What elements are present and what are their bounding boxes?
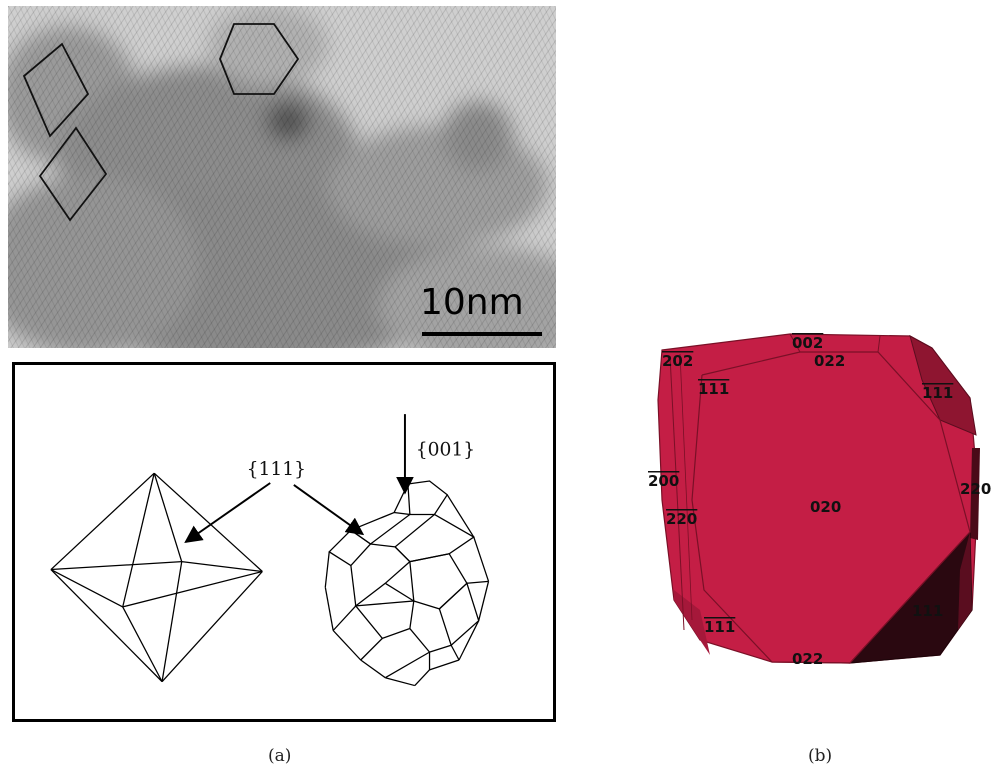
polyhedra-diagram: {111} {001} xyxy=(50,414,490,687)
truncated-octahedron xyxy=(324,480,490,687)
facet-label-220-left: 220 xyxy=(666,510,697,528)
caption-b: (b) xyxy=(808,746,833,766)
facet-right-strip xyxy=(970,448,980,540)
tem-micrograph: 10nm xyxy=(8,6,556,348)
label-001: {001} xyxy=(416,439,475,460)
hexagon-outline xyxy=(219,23,300,95)
schematic-box: {111} {001} xyxy=(12,362,556,722)
scale-bar xyxy=(422,332,542,336)
rhombus-outline xyxy=(22,42,90,138)
facet-label-220-right: 220 xyxy=(960,480,991,498)
facet-dark-top-right xyxy=(909,334,977,436)
facet-label-020: 020 xyxy=(810,498,841,516)
facet-label-002: 002 xyxy=(792,334,823,352)
facet-dark-bottom-right-shade xyxy=(958,532,972,630)
arrow-to-truncated-face xyxy=(293,484,365,536)
facet-label-022-bottom: 022 xyxy=(792,650,823,668)
facet-edges-020 xyxy=(691,351,971,664)
facet-label-111-top-right: 111 xyxy=(922,384,953,402)
rhombus-outline xyxy=(38,126,108,222)
facet-label-200: 200 xyxy=(648,472,679,490)
facet-label-111-bottom-right: 111 xyxy=(912,602,943,620)
label-111: {111} xyxy=(247,459,306,480)
octahedron xyxy=(50,472,263,683)
scale-bar-label: 10nm xyxy=(420,282,524,323)
facet-label-111-bottom-left: 111 xyxy=(704,618,735,636)
crystal-model: 202 002 022 111 111 200 220 020 220 111 … xyxy=(648,333,991,668)
facet-label-202: 202 xyxy=(662,352,693,370)
facet-label-111-top-left: 111 xyxy=(698,380,729,398)
caption-a: (a) xyxy=(268,746,292,766)
arrow-to-octahedron-face xyxy=(184,482,271,544)
facet-label-022-top: 022 xyxy=(814,352,845,370)
